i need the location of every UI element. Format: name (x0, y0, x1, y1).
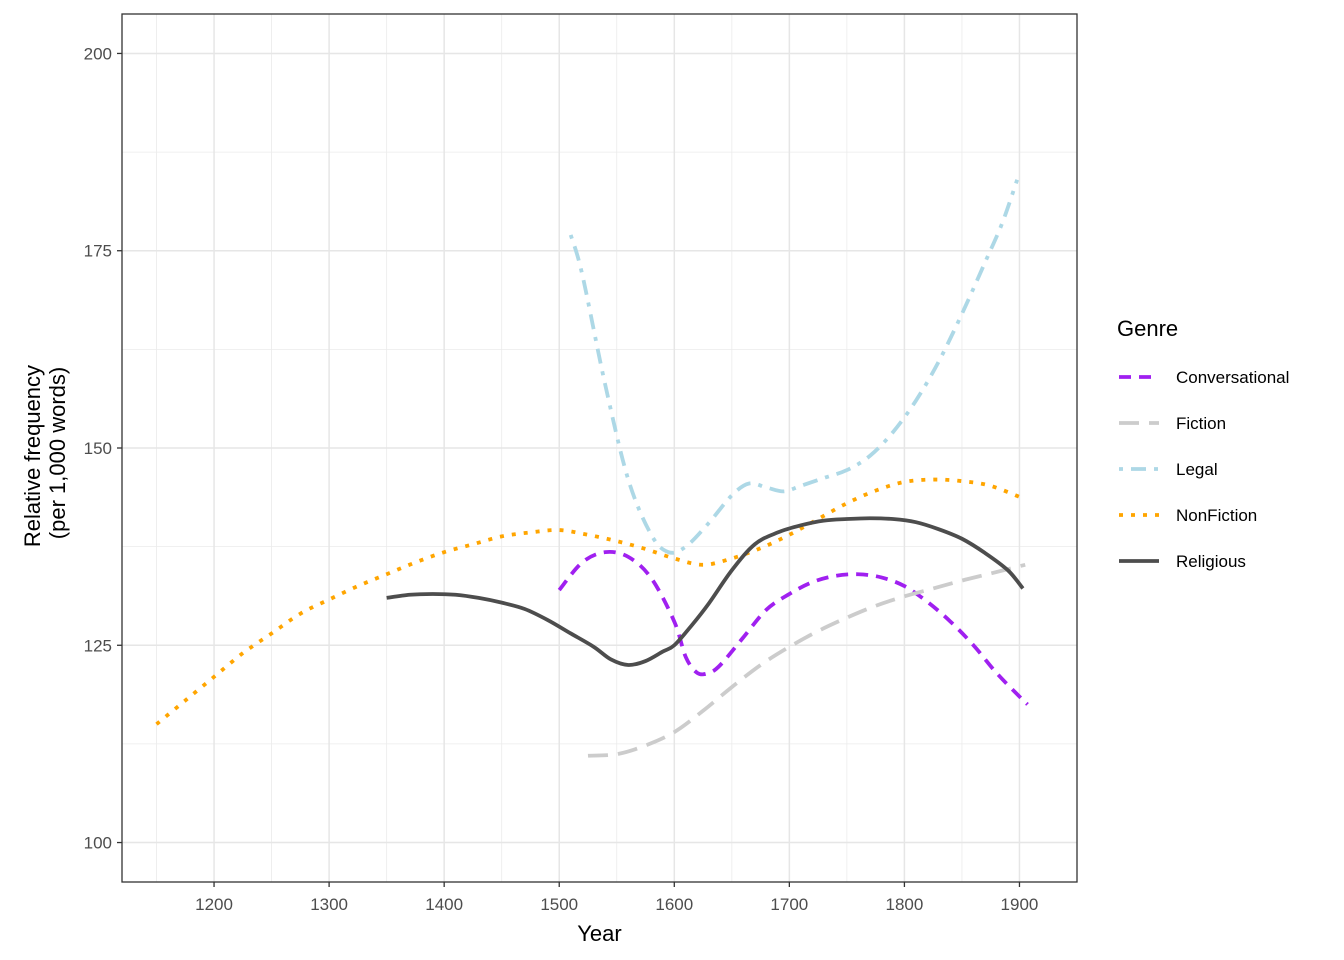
y-axis-title-line-1: Relative frequency (20, 365, 45, 547)
x-tick-label: 1200 (195, 895, 233, 914)
legend-label-legal: Legal (1176, 460, 1218, 479)
y-tick-label: 175 (84, 242, 112, 261)
series-line-religious (386, 516, 1025, 667)
x-tick-label: 1800 (885, 895, 923, 914)
y-tick-label: 125 (84, 636, 112, 655)
legend-label-religious: Religious (1176, 552, 1246, 571)
x-tick-label: 1300 (310, 895, 348, 914)
y-tick-label: 200 (84, 44, 112, 63)
legend-label-nonfiction: NonFiction (1176, 506, 1257, 525)
legend-items: Conversational Fiction Legal NonFiction Reli… (1119, 368, 1289, 571)
y-axis-title: Relative frequency (per 1,000 words) (20, 359, 70, 547)
series-line-nonfiction (155, 477, 1026, 726)
y-tick-label: 150 (84, 439, 112, 458)
series-line-fiction (587, 562, 1026, 758)
legend-label-fiction: Fiction (1176, 414, 1226, 433)
legend-title: Genre (1117, 316, 1178, 341)
y-axis-ticks: 100 125 150 175 200 (84, 44, 122, 853)
x-axis-ticks: 1200 1300 1400 1500 1600 1700 1800 1900 (195, 882, 1038, 914)
y-tick-label: 100 (84, 834, 112, 853)
x-tick-label: 1600 (655, 895, 693, 914)
major-gridlines (122, 14, 1077, 882)
legend: Genre Conversational Fiction Legal NonFicti… (1117, 316, 1289, 571)
x-tick-label: 1500 (540, 895, 578, 914)
series-layer (155, 179, 1029, 758)
x-axis-title: Year (577, 921, 621, 946)
y-axis-title-line-2: (per 1,000 words) (45, 367, 70, 539)
series-line-conversational (557, 550, 1029, 706)
legend-label-conversational: Conversational (1176, 368, 1289, 387)
series-line-legal (568, 179, 1019, 555)
x-tick-label: 1400 (425, 895, 463, 914)
x-tick-label: 1700 (770, 895, 808, 914)
x-tick-label: 1900 (1001, 895, 1039, 914)
